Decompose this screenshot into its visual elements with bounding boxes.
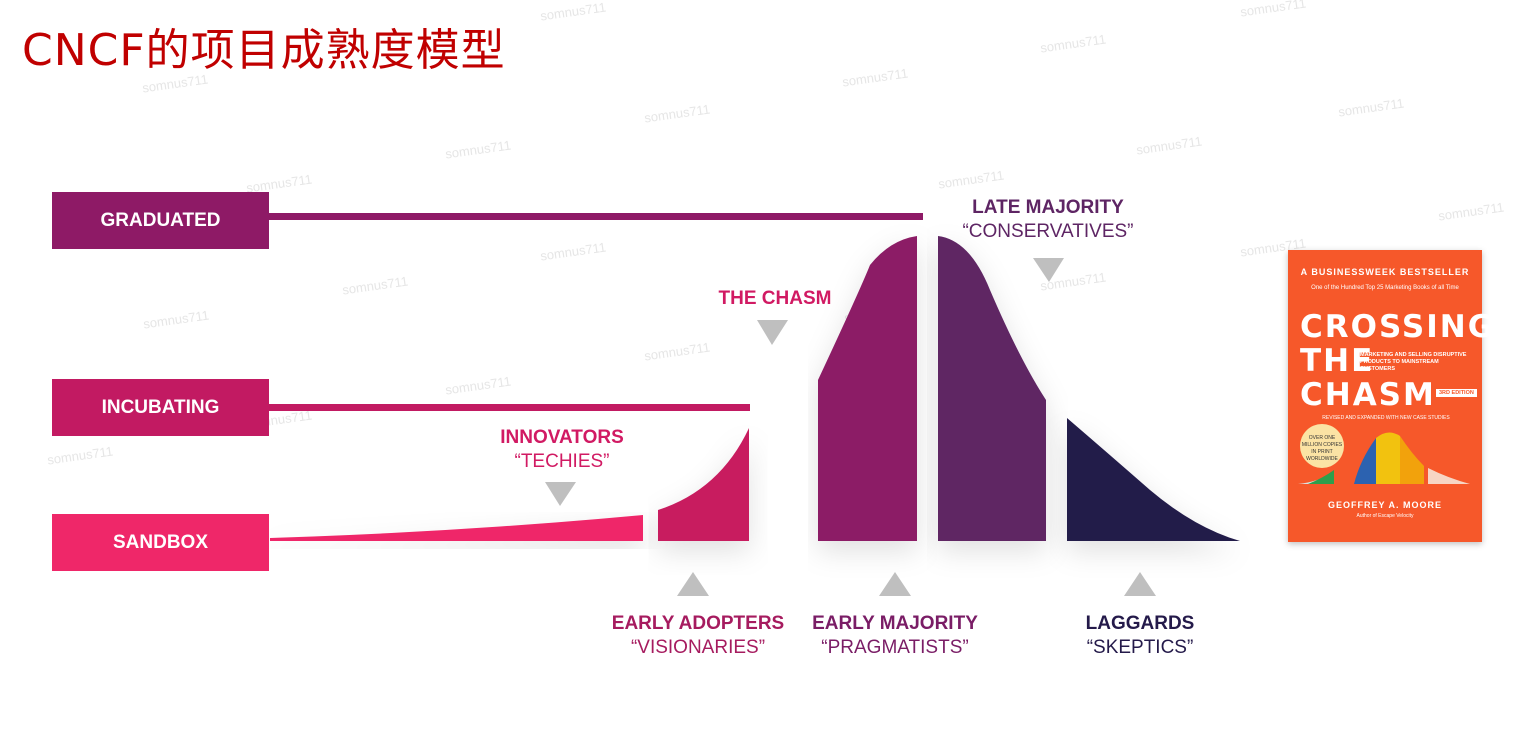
laggards-arrow bbox=[1124, 572, 1156, 596]
early-adopters-arrow bbox=[677, 572, 709, 596]
early-adopters-heading: EARLY ADOPTERS bbox=[611, 613, 785, 634]
book-tagline: REVISED AND EXPANDED WITH NEW CASE STUDI… bbox=[1322, 415, 1450, 421]
tier-sandbox: SANDBOX bbox=[52, 514, 269, 571]
tier-sandbox-label: SANDBOX bbox=[112, 531, 208, 553]
book-badge: OVER ONE MILLION COPIES IN PRINT WORLDWI… bbox=[1300, 424, 1344, 468]
laggards-heading: LAGGARDS bbox=[1085, 613, 1195, 634]
book-title-line2: THE bbox=[1300, 343, 1375, 379]
laggards-segment bbox=[1067, 418, 1240, 541]
label-innovators: INNOVATORS “TECHIES” bbox=[477, 426, 647, 474]
late-majority-segment bbox=[938, 236, 1046, 541]
book-cover: A BUSINESSWEEK BESTSELLER One of the Hun… bbox=[1288, 250, 1493, 542]
book-edition: 3RD EDITION bbox=[1436, 389, 1477, 397]
early-majority-arrow bbox=[879, 572, 911, 596]
label-early-adopters: EARLY ADOPTERS “VISIONARIES” bbox=[598, 612, 798, 660]
early-adopters-sub: “VISIONARIES” bbox=[630, 637, 766, 658]
book-top-banner: A BUSINESSWEEK BESTSELLER bbox=[1300, 267, 1470, 277]
early-adopters-segment bbox=[658, 428, 749, 541]
book-author: GEOFFREY A. MOORE bbox=[1327, 500, 1442, 510]
tier-incubating: INCUBATING bbox=[52, 379, 269, 436]
innovators-segment bbox=[270, 515, 643, 541]
label-early-majority: EARLY MAJORITY “PRAGMATISTS” bbox=[795, 612, 995, 660]
chasm-arrow bbox=[757, 320, 788, 345]
innovators-sub: “TECHIES” bbox=[514, 451, 610, 472]
early-majority-segment bbox=[818, 236, 917, 541]
laggards-sub: “SKEPTICS” bbox=[1086, 637, 1194, 658]
innovators-heading: INNOVATORS bbox=[500, 427, 624, 448]
late-majority-sub: “CONSERVATIVES” bbox=[962, 221, 1134, 242]
late-majority-heading: LATE MAJORITY bbox=[972, 197, 1124, 218]
label-laggards: LAGGARDS “SKEPTICS” bbox=[1060, 612, 1220, 660]
early-majority-sub: “PRAGMATISTS” bbox=[821, 637, 969, 658]
tier-graduated-label: GRADUATED bbox=[100, 209, 221, 231]
book-title-line3: CHASM bbox=[1300, 377, 1436, 413]
chasm-heading: THE CHASM bbox=[718, 288, 832, 309]
book-title-line1: CROSSING bbox=[1300, 309, 1496, 345]
incubating-line bbox=[269, 404, 750, 411]
innovators-arrow bbox=[545, 482, 576, 506]
tier-incubating-label: INCUBATING bbox=[101, 396, 220, 418]
tier-graduated: GRADUATED bbox=[52, 192, 269, 249]
page-title: CNCF的项目成熟度模型 bbox=[22, 25, 506, 76]
book-preface: Author of Escape Velocity bbox=[1356, 513, 1414, 519]
early-majority-heading: EARLY MAJORITY bbox=[812, 613, 978, 634]
book-quote: One of the Hundred Top 25 Marketing Book… bbox=[1311, 285, 1459, 291]
book-subtitle: MARKETING AND SELLING DISRUPTIVE PRODUCT… bbox=[1360, 352, 1467, 372]
book-curve-graphic bbox=[1298, 432, 1470, 484]
late-majority-arrow bbox=[1033, 258, 1064, 282]
graduated-line bbox=[269, 213, 923, 220]
label-late-majority: LATE MAJORITY “CONSERVATIVES” bbox=[948, 196, 1148, 244]
label-chasm: THE CHASM bbox=[695, 287, 855, 311]
